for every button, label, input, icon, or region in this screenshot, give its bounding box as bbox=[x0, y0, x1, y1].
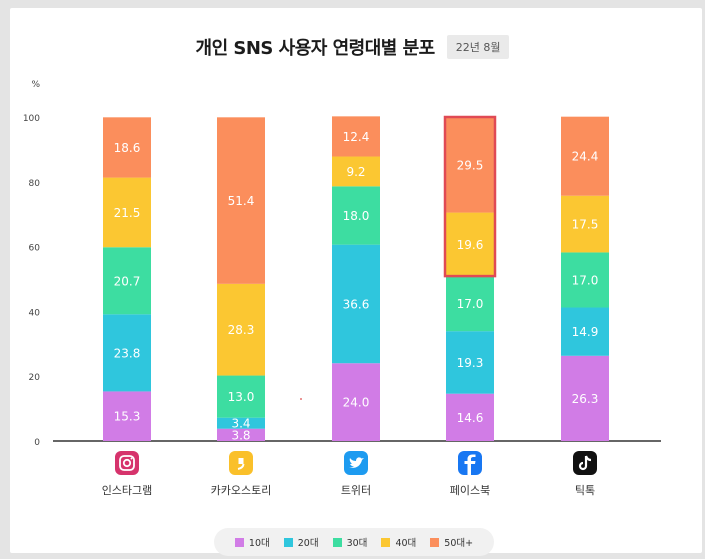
data-label: 36.6 bbox=[343, 297, 370, 311]
x-tick-label: 페이스북 bbox=[450, 484, 490, 497]
legend-item: 50대+ bbox=[430, 535, 473, 549]
instagram-icon bbox=[115, 451, 139, 475]
bar-segment bbox=[446, 117, 494, 213]
title-row: 개인 SNS 사용자 연령대별 분포 22년 8월 bbox=[0, 34, 705, 60]
data-label: 13.0 bbox=[228, 390, 255, 404]
legend-item: 30대 bbox=[332, 535, 368, 549]
date-badge: 22년 8월 bbox=[446, 35, 510, 59]
legend-label: 50대+ bbox=[444, 538, 474, 549]
highlight-box bbox=[443, 115, 497, 278]
bar-segment bbox=[561, 116, 609, 196]
data-label: 3.8 bbox=[231, 428, 250, 442]
tiktok-icon bbox=[573, 451, 597, 475]
legend-label: 20대 bbox=[297, 538, 319, 549]
facebook-icon bbox=[458, 451, 482, 475]
data-label: 17.0 bbox=[457, 297, 484, 311]
legend-swatch bbox=[283, 537, 293, 547]
bar-segment bbox=[332, 116, 380, 157]
kakaostory-icon bbox=[229, 451, 253, 475]
y-tick-label: 80 bbox=[29, 179, 41, 189]
x-tick-label: 카카오스토리 bbox=[211, 484, 272, 497]
bar-segment bbox=[561, 195, 609, 253]
data-label: 9.2 bbox=[346, 165, 365, 179]
y-tick-label: 100 bbox=[23, 114, 40, 124]
bar-segment bbox=[103, 247, 151, 315]
bar-segment bbox=[561, 252, 609, 308]
x-tick-label: 인스타그램 bbox=[102, 484, 153, 497]
x-tick-label: 틱톡 bbox=[575, 484, 595, 497]
data-label: 18.0 bbox=[343, 209, 370, 223]
data-label: 19.3 bbox=[457, 356, 484, 370]
data-label: 23.8 bbox=[114, 346, 141, 360]
legend-swatch bbox=[234, 537, 244, 547]
bar-segment bbox=[217, 117, 265, 284]
bar-segment bbox=[103, 314, 151, 392]
bar-segment bbox=[103, 391, 151, 441]
data-label: 14.9 bbox=[572, 325, 599, 339]
bar-segment bbox=[446, 212, 494, 277]
legend-swatch bbox=[430, 537, 440, 547]
legend-swatch bbox=[332, 537, 342, 547]
legend-item: 20대 bbox=[283, 535, 319, 549]
legend-label: 10대 bbox=[248, 538, 270, 549]
legend-label: 40대 bbox=[395, 538, 417, 549]
bar-segment bbox=[332, 363, 380, 441]
data-label: 20.7 bbox=[114, 274, 141, 288]
bar-segment bbox=[446, 276, 494, 332]
bar-segment bbox=[332, 244, 380, 364]
data-label: 17.0 bbox=[572, 273, 599, 287]
data-label: 26.3 bbox=[572, 392, 599, 406]
bar-segment bbox=[332, 186, 380, 245]
data-label: 21.5 bbox=[114, 206, 141, 220]
bar-segment bbox=[446, 331, 494, 394]
legend-label: 30대 bbox=[346, 538, 368, 549]
chart-legend: 10대 20대 30대 40대 50대+ bbox=[214, 528, 494, 556]
chart-title: 개인 SNS 사용자 연령대별 분포 bbox=[195, 38, 436, 59]
legend-item: 10대 bbox=[234, 535, 270, 549]
stray-dot bbox=[300, 398, 302, 400]
bar-segment bbox=[332, 156, 380, 187]
y-tick-label: 20 bbox=[29, 373, 41, 383]
data-label: 15.3 bbox=[114, 410, 141, 424]
y-tick-label: 40 bbox=[29, 308, 41, 318]
bar-segment bbox=[561, 355, 609, 441]
bar-segment bbox=[103, 117, 151, 178]
bar-segment bbox=[217, 283, 265, 376]
data-label: 19.6 bbox=[457, 238, 484, 252]
y-tick-label: 0 bbox=[34, 438, 40, 448]
bar-segment bbox=[446, 393, 494, 441]
bar-segment bbox=[217, 417, 265, 429]
x-tick-label: 트위터 bbox=[341, 484, 371, 497]
legend-item: 40대 bbox=[381, 535, 416, 549]
y-axis-unit: % bbox=[31, 80, 40, 90]
bar-segment bbox=[217, 375, 265, 418]
data-label: 17.5 bbox=[572, 218, 599, 232]
bar-segment bbox=[103, 177, 151, 248]
data-label: 51.4 bbox=[228, 194, 255, 208]
data-label: 12.4 bbox=[343, 130, 370, 144]
data-label: 3.4 bbox=[231, 417, 250, 431]
data-label: 14.6 bbox=[457, 411, 484, 425]
data-label: 28.3 bbox=[228, 323, 255, 337]
bar-segment bbox=[561, 307, 609, 356]
legend-swatch bbox=[381, 537, 391, 547]
y-tick-label: 60 bbox=[29, 244, 41, 254]
data-label: 29.5 bbox=[457, 158, 484, 172]
data-label: 24.4 bbox=[572, 150, 599, 164]
bar-segment bbox=[217, 428, 265, 441]
data-label: 24.0 bbox=[343, 396, 370, 410]
data-label: 18.6 bbox=[114, 141, 141, 155]
twitter-icon bbox=[344, 451, 368, 475]
